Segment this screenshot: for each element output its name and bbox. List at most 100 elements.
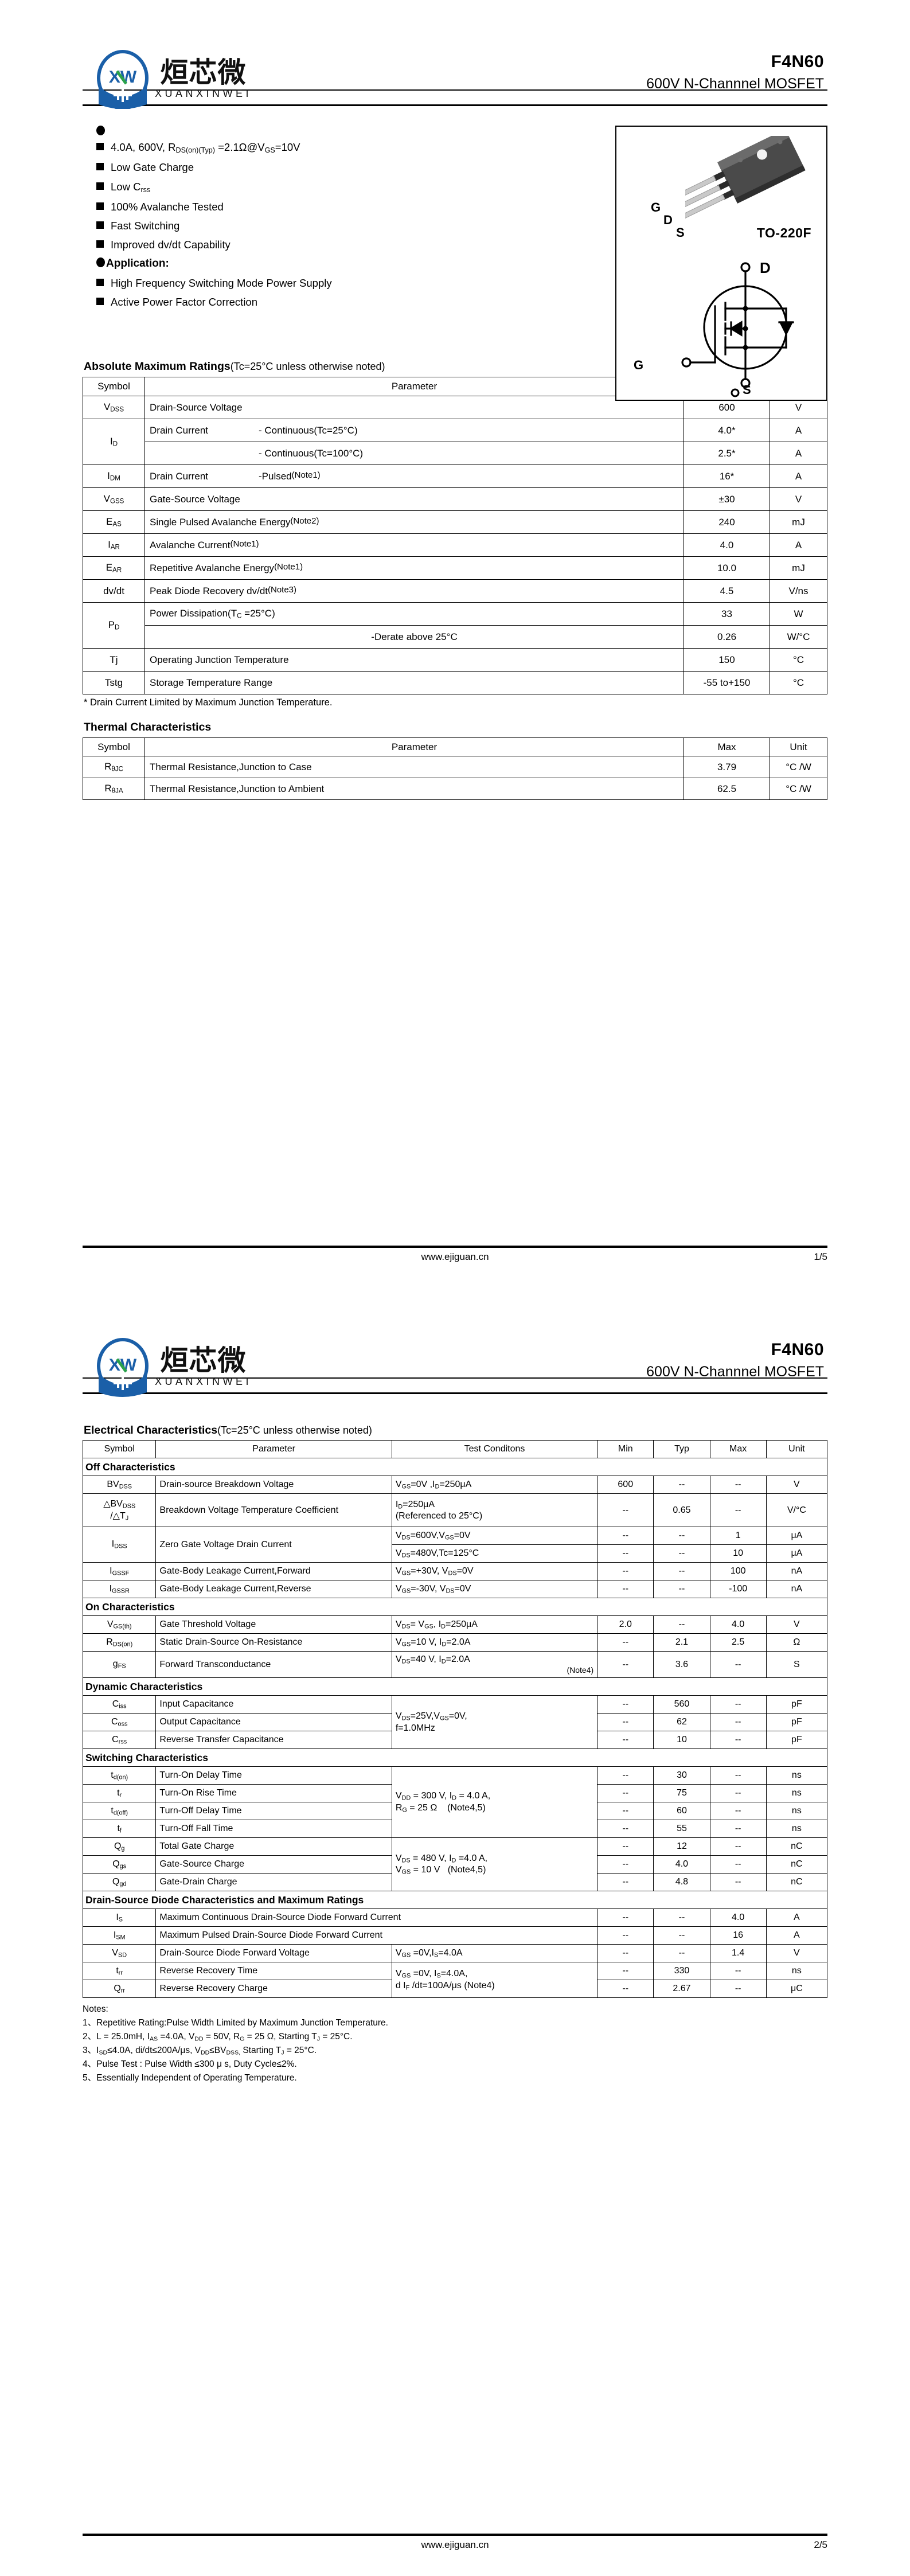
group-header-row: Switching Characteristics [83, 1748, 827, 1767]
table-row: tf Turn-Off Fall Time -- 55 -- ns [82, 1820, 828, 1838]
cell-unit: ns [766, 1784, 828, 1802]
cell-unit: A [770, 464, 827, 488]
cell-unit: pF [766, 1695, 828, 1714]
header-rule-thin [83, 89, 827, 91]
table-row: VGSS Gate-Source Voltage ±30 V [83, 487, 827, 511]
cell-unit: A [770, 533, 827, 557]
cell-min: -- [597, 1544, 654, 1563]
feature-label: High Frequency Switching Mode Power Supp… [111, 277, 332, 290]
footer-website[interactable]: www.ejiguan.cn [421, 2539, 489, 2550]
param-note: (Note1) [291, 470, 321, 480]
col-unit: Unit [766, 1440, 828, 1458]
cell-unit: A [766, 1926, 828, 1945]
cell-typ: -- [653, 1562, 710, 1580]
cell-min: -- [597, 1820, 654, 1838]
feature-label: Fast Switching [111, 220, 180, 232]
col-min: Min [597, 1440, 654, 1458]
electrical-title: Electrical Characteristics(Tc=25°C unles… [83, 1424, 827, 1437]
table-row: Ciss Input Capacitance VDS=25V,VGS=0V, f=… [82, 1695, 828, 1749]
param-note: (Note1) [274, 561, 303, 572]
logo-chinese-name: 烜芯微 [160, 56, 247, 89]
cell-max: -- [709, 1820, 767, 1838]
cell-max: 16 [709, 1926, 767, 1945]
square-bullet-icon [96, 182, 104, 190]
page-header: XW 烜芯微 XUANXINWEI F4N [83, 1288, 827, 1397]
cell-min: -- [597, 1802, 654, 1820]
cell-unit: V/ns [770, 579, 827, 603]
table-row: IDSS Zero Gate Voltage Drain Current VDS… [82, 1527, 828, 1563]
company-logo: XW 烜芯微 XUANXINWEI [83, 1337, 252, 1397]
group-header-row: Dynamic Characteristics [83, 1677, 827, 1696]
cell-symbol: ISM [82, 1926, 157, 1945]
cell-min: -- [597, 1944, 654, 1962]
table-row: - Continuous(Tc=100°C) 2.5* A [83, 441, 827, 465]
cell-value: 240 [684, 510, 770, 534]
logo-chinese-name: 烜芯微 [160, 1344, 247, 1377]
features-list: 4.0A, 600V, RDS(on)(Typ) =2.1Ω@VGS=10V L… [83, 122, 484, 309]
cell-parameter: Operating Junction Temperature [144, 647, 684, 672]
cell-symbol: IGSSF [82, 1562, 157, 1580]
cell-min: -- [597, 1731, 654, 1749]
cell-parameter: Breakdown Voltage Temperature Coefficien… [155, 1493, 392, 1527]
group-label-dynamic: Dynamic Characteristics [83, 1677, 827, 1696]
footer-website[interactable]: www.ejiguan.cn [421, 1251, 489, 1262]
cell-min: -- [597, 1908, 654, 1927]
cell-symbol: IDSS [82, 1527, 157, 1563]
table-row: gFS Forward Transconductance VDS=40 V, I… [82, 1651, 828, 1678]
cell-min: 600 [597, 1476, 654, 1494]
cell-max: 1 [709, 1527, 767, 1545]
cell-unit: V [766, 1476, 828, 1494]
cell-unit: V/°C [766, 1493, 828, 1527]
schematic-source-label: S [743, 383, 751, 397]
cell-parameter: Turn-On Rise Time [155, 1784, 392, 1802]
cell-parameter: Zero Gate Voltage Drain Current [155, 1527, 392, 1563]
cell-symbol: IAR [83, 533, 145, 557]
group-header-row: On Characteristics [83, 1598, 827, 1616]
cell-typ: -- [653, 1615, 710, 1634]
table-row: IGSSR Gate-Body Leakage Current,Reverse … [82, 1580, 828, 1598]
cell-typ: 560 [653, 1695, 710, 1714]
table-row: Qrr Reverse Recovery Charge -- 2.67 -- μ… [82, 1980, 828, 1998]
absolute-max-title: Absolute Maximum Ratings(Tc=25°C unless … [83, 360, 827, 373]
cell-unit: nC [766, 1873, 828, 1891]
col-parameter: Parameter [144, 377, 684, 396]
cell-value: 16* [684, 464, 770, 488]
cell-parameter: Single Pulsed Avalanche Energy (Note2) [144, 510, 684, 534]
cell-min: -- [597, 1784, 654, 1802]
table-row: Tstg Storage Temperature Range -55 to+15… [83, 670, 827, 694]
cell-value: 33 [684, 602, 770, 626]
cell-symbol: Ciss [82, 1695, 157, 1714]
page-1: XW 烜芯微 XUANXINWEI F4N [0, 0, 910, 1288]
cell-unit: V [766, 1615, 828, 1634]
cell-max: -- [709, 1476, 767, 1494]
table-row: RDS(on) Static Drain-Source On-Resistanc… [82, 1633, 828, 1652]
col-unit: Unit [770, 737, 827, 756]
cell-symbol: Tj [83, 647, 145, 672]
absolute-maximum-ratings-table: Symbol Parameter Value Unit VDSS Drain-S… [83, 377, 827, 694]
cell-max: -- [709, 1731, 767, 1749]
cell-unit: V [770, 487, 827, 511]
cell-parameter: Gate-Body Leakage Current,Forward [155, 1562, 392, 1580]
cell-parameter: Storage Temperature Range [144, 670, 684, 694]
cell-unit: °C /W [770, 777, 827, 800]
table-row: td(on) Turn-On Delay Time VDD = 300 V, I… [82, 1766, 828, 1838]
square-bullet-icon [96, 279, 104, 287]
table-row: VDSS Drain-Source Voltage 600 V [83, 395, 827, 419]
electrical-title-bold: Electrical Characteristics [84, 1424, 218, 1437]
group-label-diode: Drain-Source Diode Characteristics and M… [83, 1891, 827, 1909]
cell-parameter: -Derate above 25°C [144, 625, 684, 649]
cell-typ: 3.6 [653, 1651, 710, 1678]
cell-typ: 30 [653, 1766, 710, 1785]
cell-unit: nC [766, 1837, 828, 1856]
square-bullet-icon [96, 221, 104, 229]
logo-english-name: XUANXINWEI [155, 1376, 252, 1387]
cell-value: 4.5 [684, 579, 770, 603]
cell-condition: VDS=25V,VGS=0V, f=1.0MHz [391, 1695, 598, 1749]
table-row: ID Drain Current - Continuous(Tc=25°C) 4.… [83, 418, 827, 465]
cell-symbol: EAR [83, 556, 145, 580]
cell-typ: 4.0 [653, 1855, 710, 1874]
cell-symbol: dv/dt [83, 579, 145, 603]
square-bullet-icon [96, 143, 104, 150]
col-symbol: Symbol [83, 737, 145, 756]
feature-label: 100% Avalanche Tested [111, 201, 224, 213]
